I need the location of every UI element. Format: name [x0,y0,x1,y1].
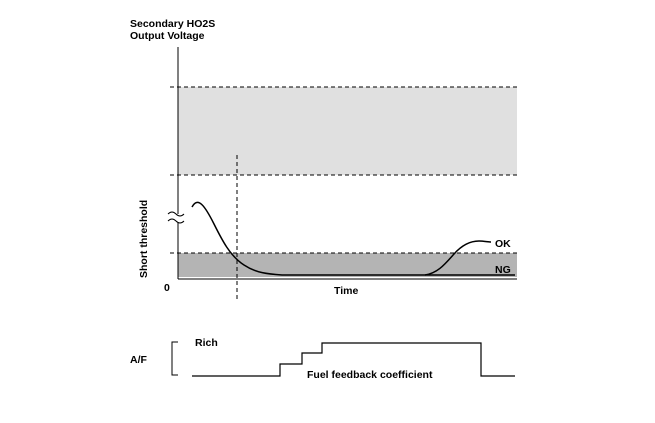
ng-label: NG [495,264,511,276]
ng-curve [191,201,515,276]
origin-label: 0 [164,282,170,294]
fuel-feedback-coefficient-label: Fuel feedback coefficient [307,369,433,381]
upper-band [178,87,517,175]
y-axis-title-line2: Output Voltage [130,30,205,42]
y-axis-title-line1: Secondary HO2S [130,18,215,30]
short-threshold-label: Short threshold [138,200,150,278]
af-label: A/F [130,354,148,366]
ok-label: OK [495,238,511,250]
rich-label: Rich [195,337,218,349]
axis-break-icon [167,211,185,224]
short-threshold-band [178,253,517,277]
af-bracket [171,341,178,376]
fuel-feedback-step-line [192,342,515,377]
x-axis-label: Time [334,285,358,297]
ok-curve [424,240,492,276]
